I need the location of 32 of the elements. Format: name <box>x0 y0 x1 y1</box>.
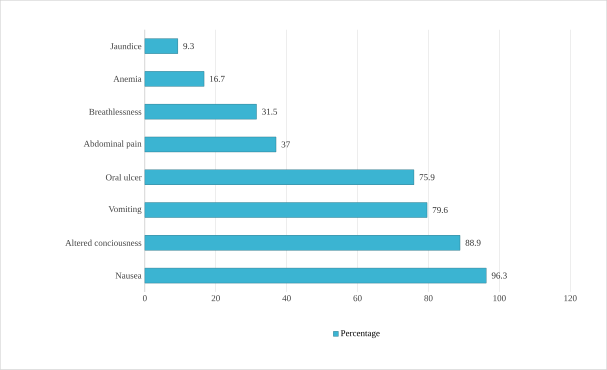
x-tick-label: 0 <box>142 295 147 302</box>
data-label: 79.6 <box>432 207 448 214</box>
bar <box>144 38 178 54</box>
legend-label: Percentage <box>340 330 380 338</box>
y-tick-label: Altered conciousness <box>65 240 142 246</box>
bar <box>144 202 428 218</box>
x-tick-label: 120 <box>564 295 577 302</box>
y-tick-label: Abdominal pain <box>84 140 142 149</box>
bar <box>144 170 414 186</box>
data-label: 75.9 <box>420 174 434 180</box>
bar <box>144 235 460 251</box>
bar <box>144 136 276 152</box>
y-tick-label: Anemia <box>113 76 142 82</box>
data-label: 96.3 <box>492 272 507 279</box>
x-tick-label: 20 <box>212 295 220 302</box>
y-tick-label: Oral ulcer <box>106 174 142 181</box>
x-tick-label: 80 <box>424 295 433 302</box>
y-tick-label: Breathlessness <box>89 108 142 115</box>
bar <box>144 71 204 87</box>
x-tick-label: 40 <box>282 295 291 302</box>
data-label: 88.9 <box>466 240 481 246</box>
y-tick-label: Vomiting <box>108 206 142 214</box>
data-label: 9.3 <box>183 43 194 50</box>
x-tick-label: 100 <box>493 295 506 302</box>
data-label: 16.7 <box>210 76 225 82</box>
y-tick-label: Nausea <box>116 272 142 279</box>
data-label: 37 <box>282 142 290 148</box>
data-label: 31.5 <box>262 108 278 115</box>
bar <box>144 104 257 120</box>
y-tick-label: Jaundice <box>110 43 142 50</box>
x-tick-label: 60 <box>353 295 362 302</box>
bar <box>144 268 486 284</box>
